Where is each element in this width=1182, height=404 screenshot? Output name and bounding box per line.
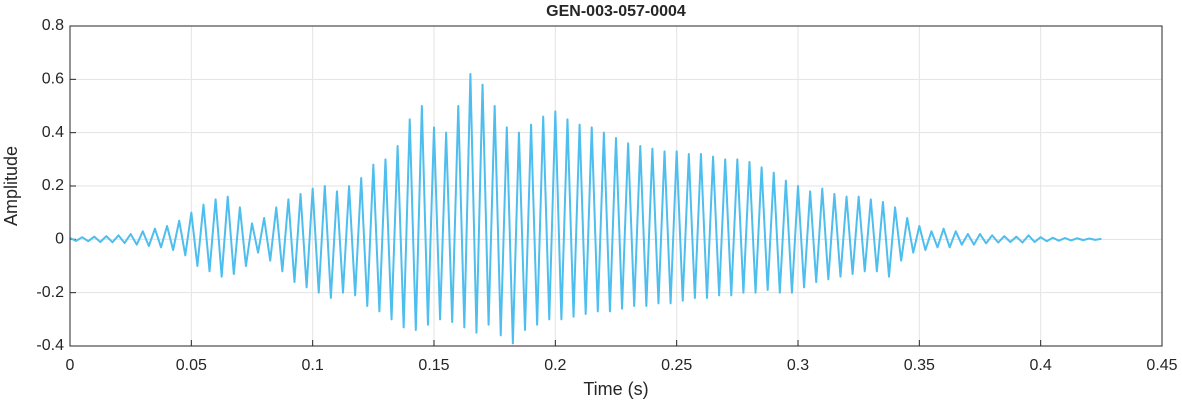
y-axis-label: Amplitude bbox=[1, 146, 21, 226]
x-tick-label: 0.15 bbox=[418, 357, 449, 374]
x-tick-label: 0.4 bbox=[1030, 357, 1052, 374]
y-tick-label: 0.6 bbox=[42, 71, 64, 88]
y-tick-label: 0.8 bbox=[42, 17, 64, 34]
x-tick-label: 0.1 bbox=[302, 357, 324, 374]
x-tick-label: 0.45 bbox=[1146, 357, 1177, 374]
x-tick-label: 0.25 bbox=[661, 357, 692, 374]
x-tick-label: 0.2 bbox=[544, 357, 566, 374]
y-tick-label: -0.4 bbox=[36, 337, 64, 354]
x-axis-label: Time (s) bbox=[583, 379, 648, 399]
x-tick-label: 0.3 bbox=[787, 357, 809, 374]
y-tick-label: 0 bbox=[55, 231, 64, 248]
y-tick-label: 0.2 bbox=[42, 177, 64, 194]
chart-title: GEN-003-057-0004 bbox=[546, 3, 686, 20]
waveform-line bbox=[69, 73, 1102, 345]
y-tick-label: -0.2 bbox=[36, 284, 64, 301]
y-tick-label: 0.4 bbox=[42, 124, 64, 141]
axes-box bbox=[69, 25, 1163, 347]
x-tick-label: 0.35 bbox=[904, 357, 935, 374]
x-tick-label: 0 bbox=[66, 357, 75, 374]
x-tick-label: 0.05 bbox=[176, 357, 207, 374]
